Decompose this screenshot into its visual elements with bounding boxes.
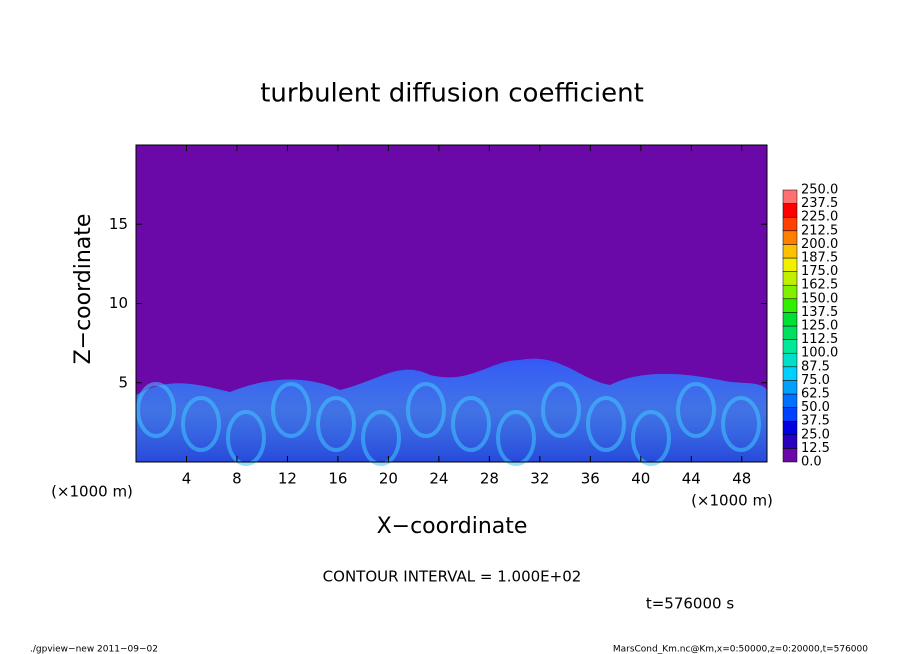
colorbar-band (782, 244, 798, 259)
x-tick-label: 12 (278, 470, 297, 488)
x-tick-label: 28 (480, 470, 499, 488)
colorbar-band (782, 407, 798, 422)
y-tick-label: 15 (109, 215, 128, 233)
x-tick-label: 32 (530, 470, 549, 488)
x-unit: (×1000 m) (691, 492, 773, 510)
colorbar-label: 62.5 (801, 387, 830, 402)
colorbar-band (782, 393, 798, 408)
turbulent-eddy (361, 410, 401, 466)
turbulent-eddy (541, 382, 581, 438)
colorbar-label: 37.5 (801, 414, 830, 429)
colorbar-label: 50.0 (801, 400, 830, 415)
x-axis-label: X−coordinate (377, 514, 528, 539)
colorbar-band (782, 380, 798, 395)
x-tick-label: 20 (379, 470, 398, 488)
y-unit: (×1000 m) (51, 483, 133, 501)
x-tick-label: 8 (232, 470, 242, 488)
colorbar-band (782, 448, 798, 463)
colorbar-label: 75.0 (801, 373, 830, 388)
colorbar-label: 137.5 (801, 305, 838, 320)
turbulent-eddy (451, 396, 491, 452)
y-tick-label: 5 (118, 373, 128, 391)
x-tick-label: 16 (328, 470, 347, 488)
turbulent-eddy (136, 382, 176, 438)
colorbar-band (782, 216, 798, 232)
colorbar-band (782, 203, 798, 218)
y-axis-label: Z−coordinate (71, 214, 96, 365)
colorbar-label: 225.0 (801, 210, 838, 225)
turbulent-eddy (271, 382, 311, 438)
colorbar-label: 100.0 (801, 346, 838, 361)
colorbar-label: 112.5 (801, 332, 838, 347)
turbulent-eddy (631, 410, 671, 466)
colorbar-label: 175.0 (801, 264, 838, 279)
turbulent-eddy (406, 382, 446, 438)
turbulent-eddy (586, 396, 626, 452)
colorbar-label: 237.5 (801, 196, 838, 211)
turbulent-eddy (496, 410, 536, 466)
time-label: t=576000 s (646, 595, 734, 613)
colorbar-label: 212.5 (801, 223, 838, 238)
colorbar-band (782, 325, 798, 340)
colorbar-band (782, 420, 798, 436)
colorbar-band (782, 339, 798, 354)
colorbar-label: 162.5 (801, 278, 838, 293)
y-tick-label: 10 (109, 294, 128, 312)
colorbar-band (782, 189, 798, 204)
x-tick-label: 44 (682, 470, 701, 488)
colorbar-label: 0.0 (801, 455, 822, 470)
x-tick-label: 4 (182, 470, 192, 488)
colorbar-band (782, 366, 798, 381)
colorbar-band (782, 312, 798, 327)
contour-interval: CONTOUR INTERVAL = 1.000E+02 (323, 568, 582, 586)
colorbar-label: 125.0 (801, 319, 838, 334)
turbulent-eddy (181, 396, 221, 452)
footer-right: MarsCond_Km.nc@Km,x=0:50000,z=0:20000,t=… (613, 645, 868, 654)
chart-title: turbulent diffusion coefficient (260, 79, 644, 109)
colorbar-label: 250.0 (801, 183, 838, 198)
x-tick-label: 36 (581, 470, 600, 488)
footer-left: ./gpview−new 2011−09−02 (30, 645, 158, 654)
colorbar-band (782, 434, 798, 449)
colorbar-label: 150.0 (801, 291, 838, 306)
colorbar-label: 187.5 (801, 251, 838, 266)
turbulent-eddy (721, 396, 761, 452)
turbulent-eddy (226, 410, 266, 466)
turbulent-eddy (316, 396, 356, 452)
colorbar-label: 25.0 (801, 427, 830, 442)
colorbar-label: 200.0 (801, 237, 838, 252)
colorbar-band (782, 352, 798, 368)
colorbar-band (782, 271, 798, 286)
plot-area (136, 145, 767, 466)
colorbar-label: 12.5 (801, 441, 830, 456)
x-tick-label: 48 (732, 470, 751, 488)
x-tick-label: 40 (631, 470, 650, 488)
x-tick-label: 24 (429, 470, 448, 488)
turbulent-eddy (676, 382, 716, 438)
colorbar-band (782, 284, 798, 300)
colorbar-band (782, 257, 798, 272)
colorbar-band (782, 230, 798, 245)
colorbar-label: 87.5 (801, 359, 830, 374)
colorbar-band (782, 298, 798, 313)
